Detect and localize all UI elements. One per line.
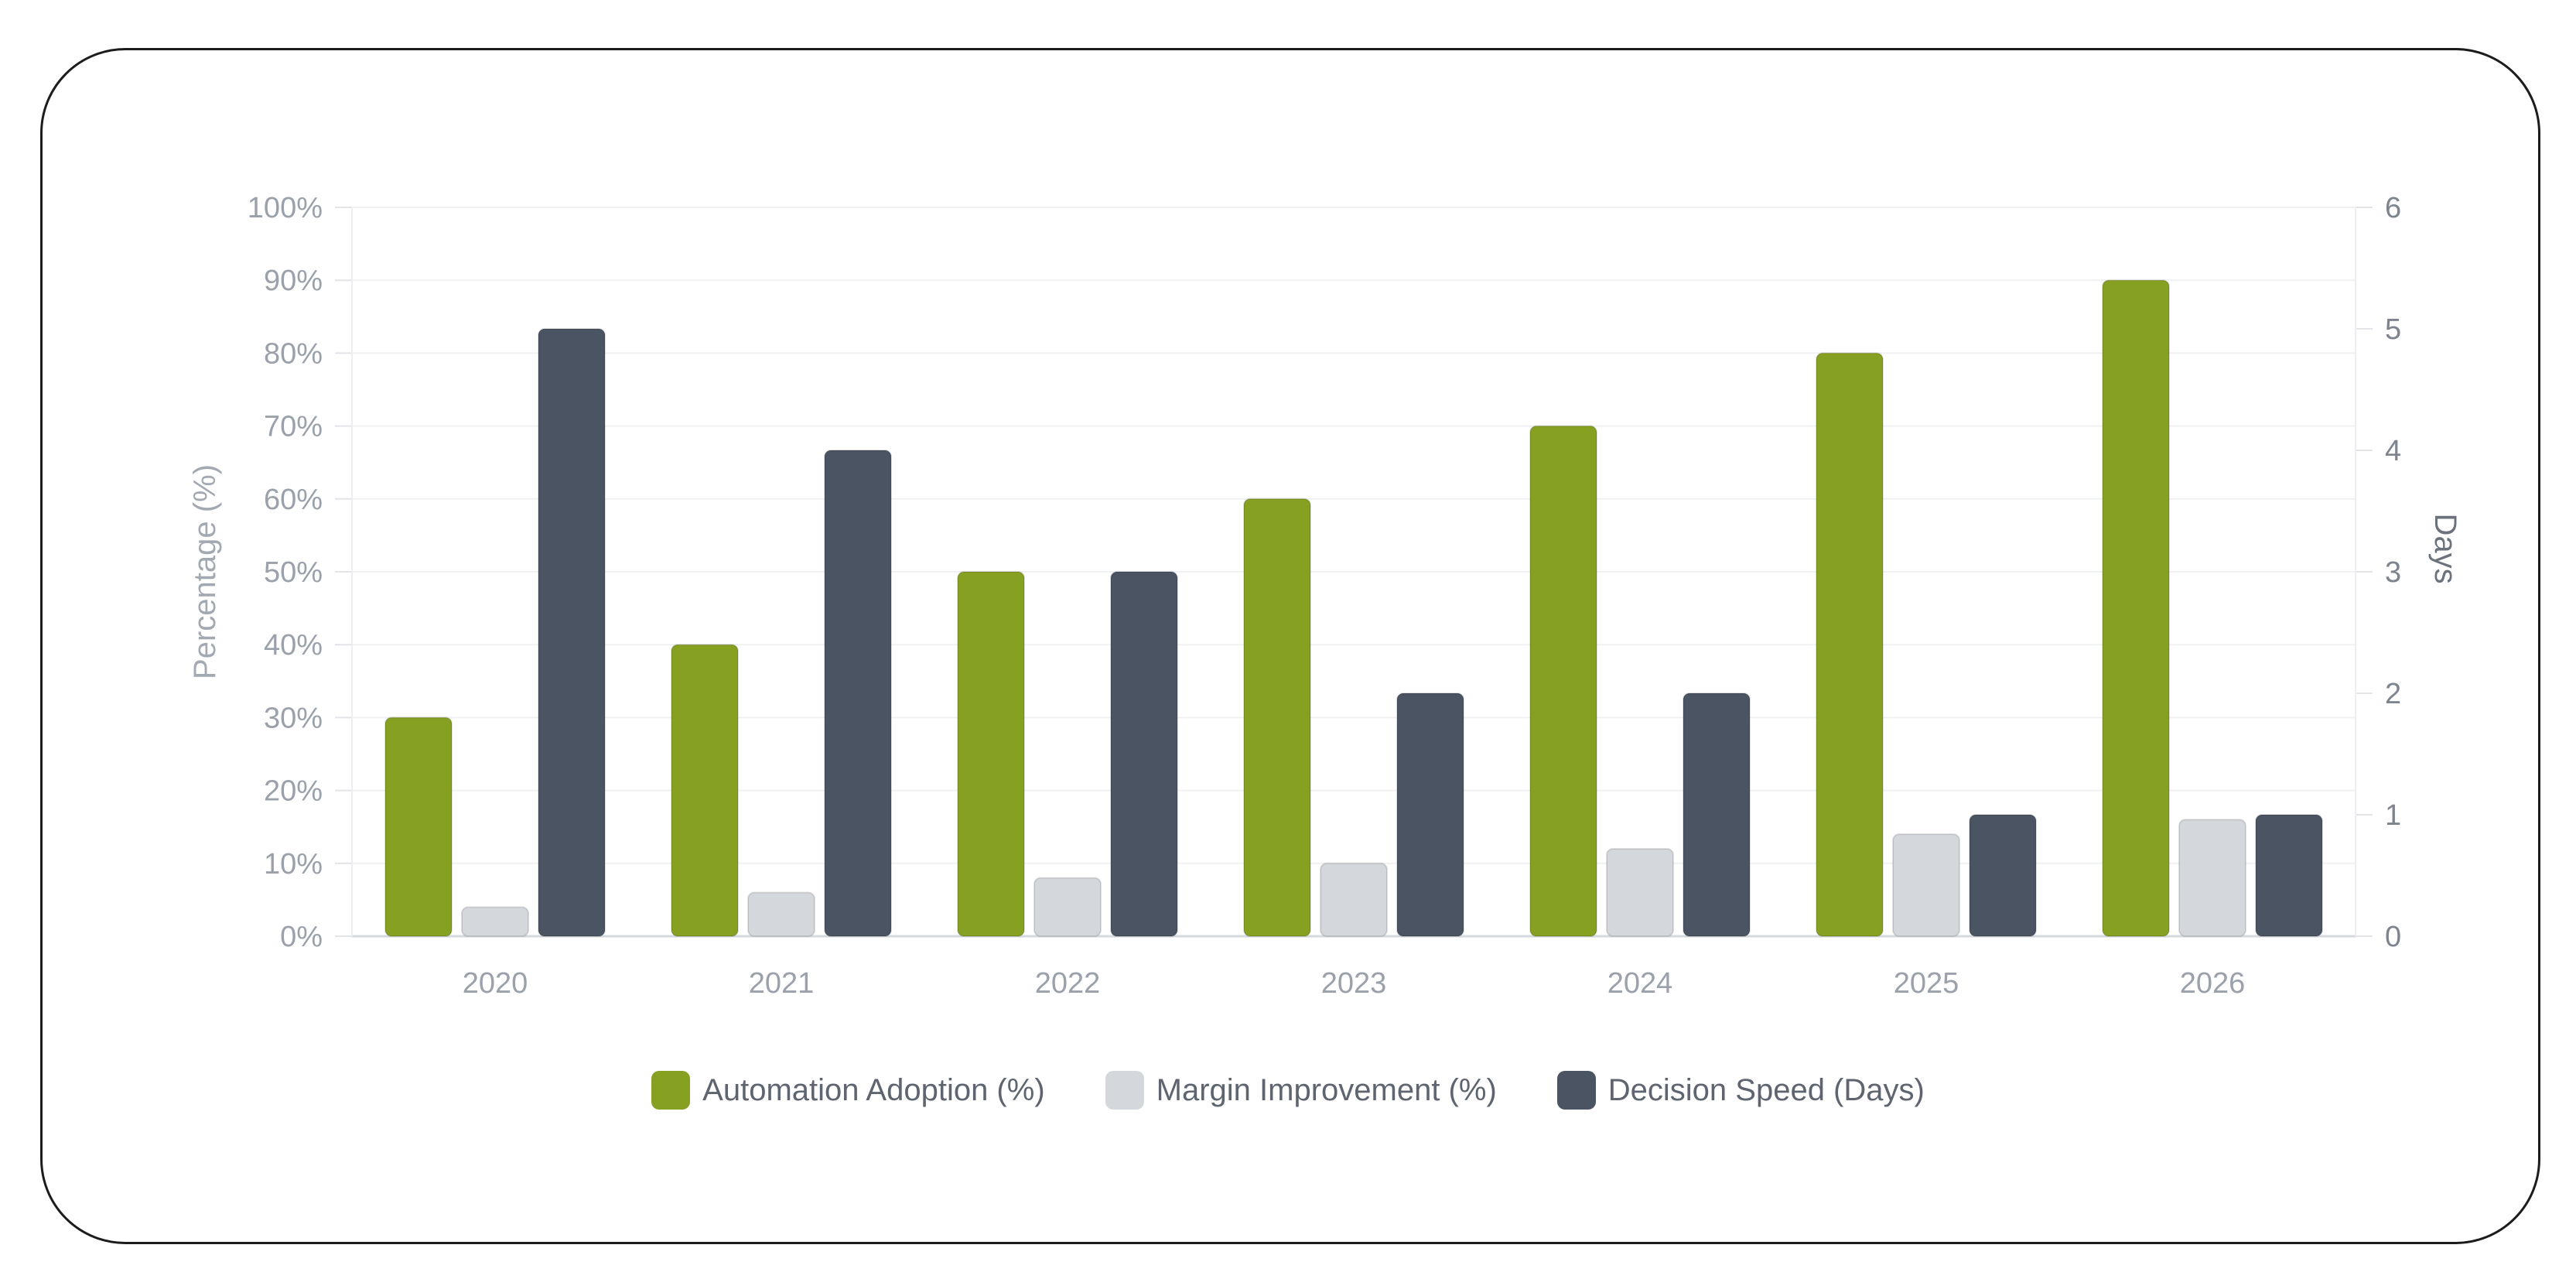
legend-label-decision-speed: Decision Speed (Days)	[1607, 1072, 1925, 1107]
y-tick-label-left: 70%	[264, 411, 323, 443]
bar-margin-improvement-2022	[1033, 877, 1102, 938]
y-tick-label-left: 20%	[264, 775, 323, 808]
legend-swatch-decision-speed	[1556, 1071, 1596, 1110]
x-tick-label: 2025	[1894, 967, 1959, 1000]
y-tick-label-left: 90%	[264, 265, 323, 297]
bar-margin-improvement-2024	[1606, 847, 1674, 937]
bar-decision-speed-2022	[1110, 571, 1178, 937]
bar-margin-improvement-2021	[747, 891, 815, 937]
bar-automation-adoption-2025	[1816, 352, 1884, 937]
bar-decision-speed-2020	[538, 328, 606, 937]
bar-margin-improvement-2020	[461, 906, 529, 937]
legend-swatch-automation-adoption	[651, 1071, 691, 1110]
y-tick-label-left: 40%	[264, 629, 323, 662]
y-tick-label-right: 1	[2385, 799, 2401, 832]
bar-automation-adoption-2020	[384, 716, 453, 938]
legend-label-automation-adoption: Automation Adoption (%)	[702, 1072, 1045, 1107]
bar-margin-improvement-2025	[1892, 833, 1960, 937]
y-tick-label-right: 6	[2385, 192, 2401, 224]
y-tick-label-left: 100%	[248, 192, 323, 224]
y-tick-label-left: 0%	[280, 921, 323, 953]
y-tick-label-left: 60%	[264, 484, 323, 516]
y-tick-label-right: 3	[2385, 556, 2401, 589]
x-tick-label: 2021	[749, 967, 815, 1000]
y-tick-label-left: 30%	[264, 702, 323, 734]
y-tick-label-left: 80%	[264, 337, 323, 370]
y-tick-label-right: 4	[2385, 435, 2401, 467]
y-tick-label-right: 5	[2385, 313, 2401, 346]
bar-decision-speed-2026	[2255, 814, 2323, 937]
x-tick-label: 2024	[1607, 967, 1673, 1000]
x-tick-label: 2022	[1035, 967, 1101, 1000]
bar-decision-speed-2023	[1396, 693, 1464, 937]
x-tick-label: 2020	[463, 967, 528, 1000]
x-tick-label: 2023	[1321, 967, 1387, 1000]
bar-decision-speed-2025	[1969, 814, 2037, 937]
legend-item-margin-improvement[interactable]: Margin Improvement (%)	[1105, 1071, 1497, 1110]
y-axis-title-left: Percentage (%)	[188, 464, 222, 679]
bar-automation-adoption-2026	[2102, 279, 2170, 937]
y-tick-label-left: 10%	[264, 848, 323, 881]
bar-margin-improvement-2026	[2178, 819, 2246, 938]
y-tick-label-left: 50%	[264, 556, 323, 589]
legend-swatch-margin-improvement	[1105, 1071, 1144, 1110]
legend-item-decision-speed[interactable]: Decision Speed (Days)	[1556, 1071, 1925, 1110]
legend-label-margin-improvement: Margin Improvement (%)	[1156, 1072, 1497, 1107]
bar-automation-adoption-2022	[957, 571, 1025, 937]
bar-automation-adoption-2021	[671, 644, 739, 937]
bar-automation-adoption-2024	[1529, 425, 1597, 937]
bar-automation-adoption-2023	[1243, 498, 1311, 937]
y-tick-label-right: 2	[2385, 678, 2401, 710]
y-tick-label-right: 0	[2385, 921, 2401, 953]
x-tick-label: 2026	[2180, 967, 2246, 1000]
legend-item-automation-adoption[interactable]: Automation Adoption (%)	[651, 1071, 1045, 1110]
chart-legend: Automation Adoption (%) Margin Improveme…	[0, 1071, 2576, 1110]
bar-margin-improvement-2023	[1320, 862, 1388, 938]
y-axis-title-right: Days	[2428, 513, 2462, 583]
bar-decision-speed-2024	[1683, 693, 1751, 937]
bar-decision-speed-2021	[824, 450, 892, 937]
